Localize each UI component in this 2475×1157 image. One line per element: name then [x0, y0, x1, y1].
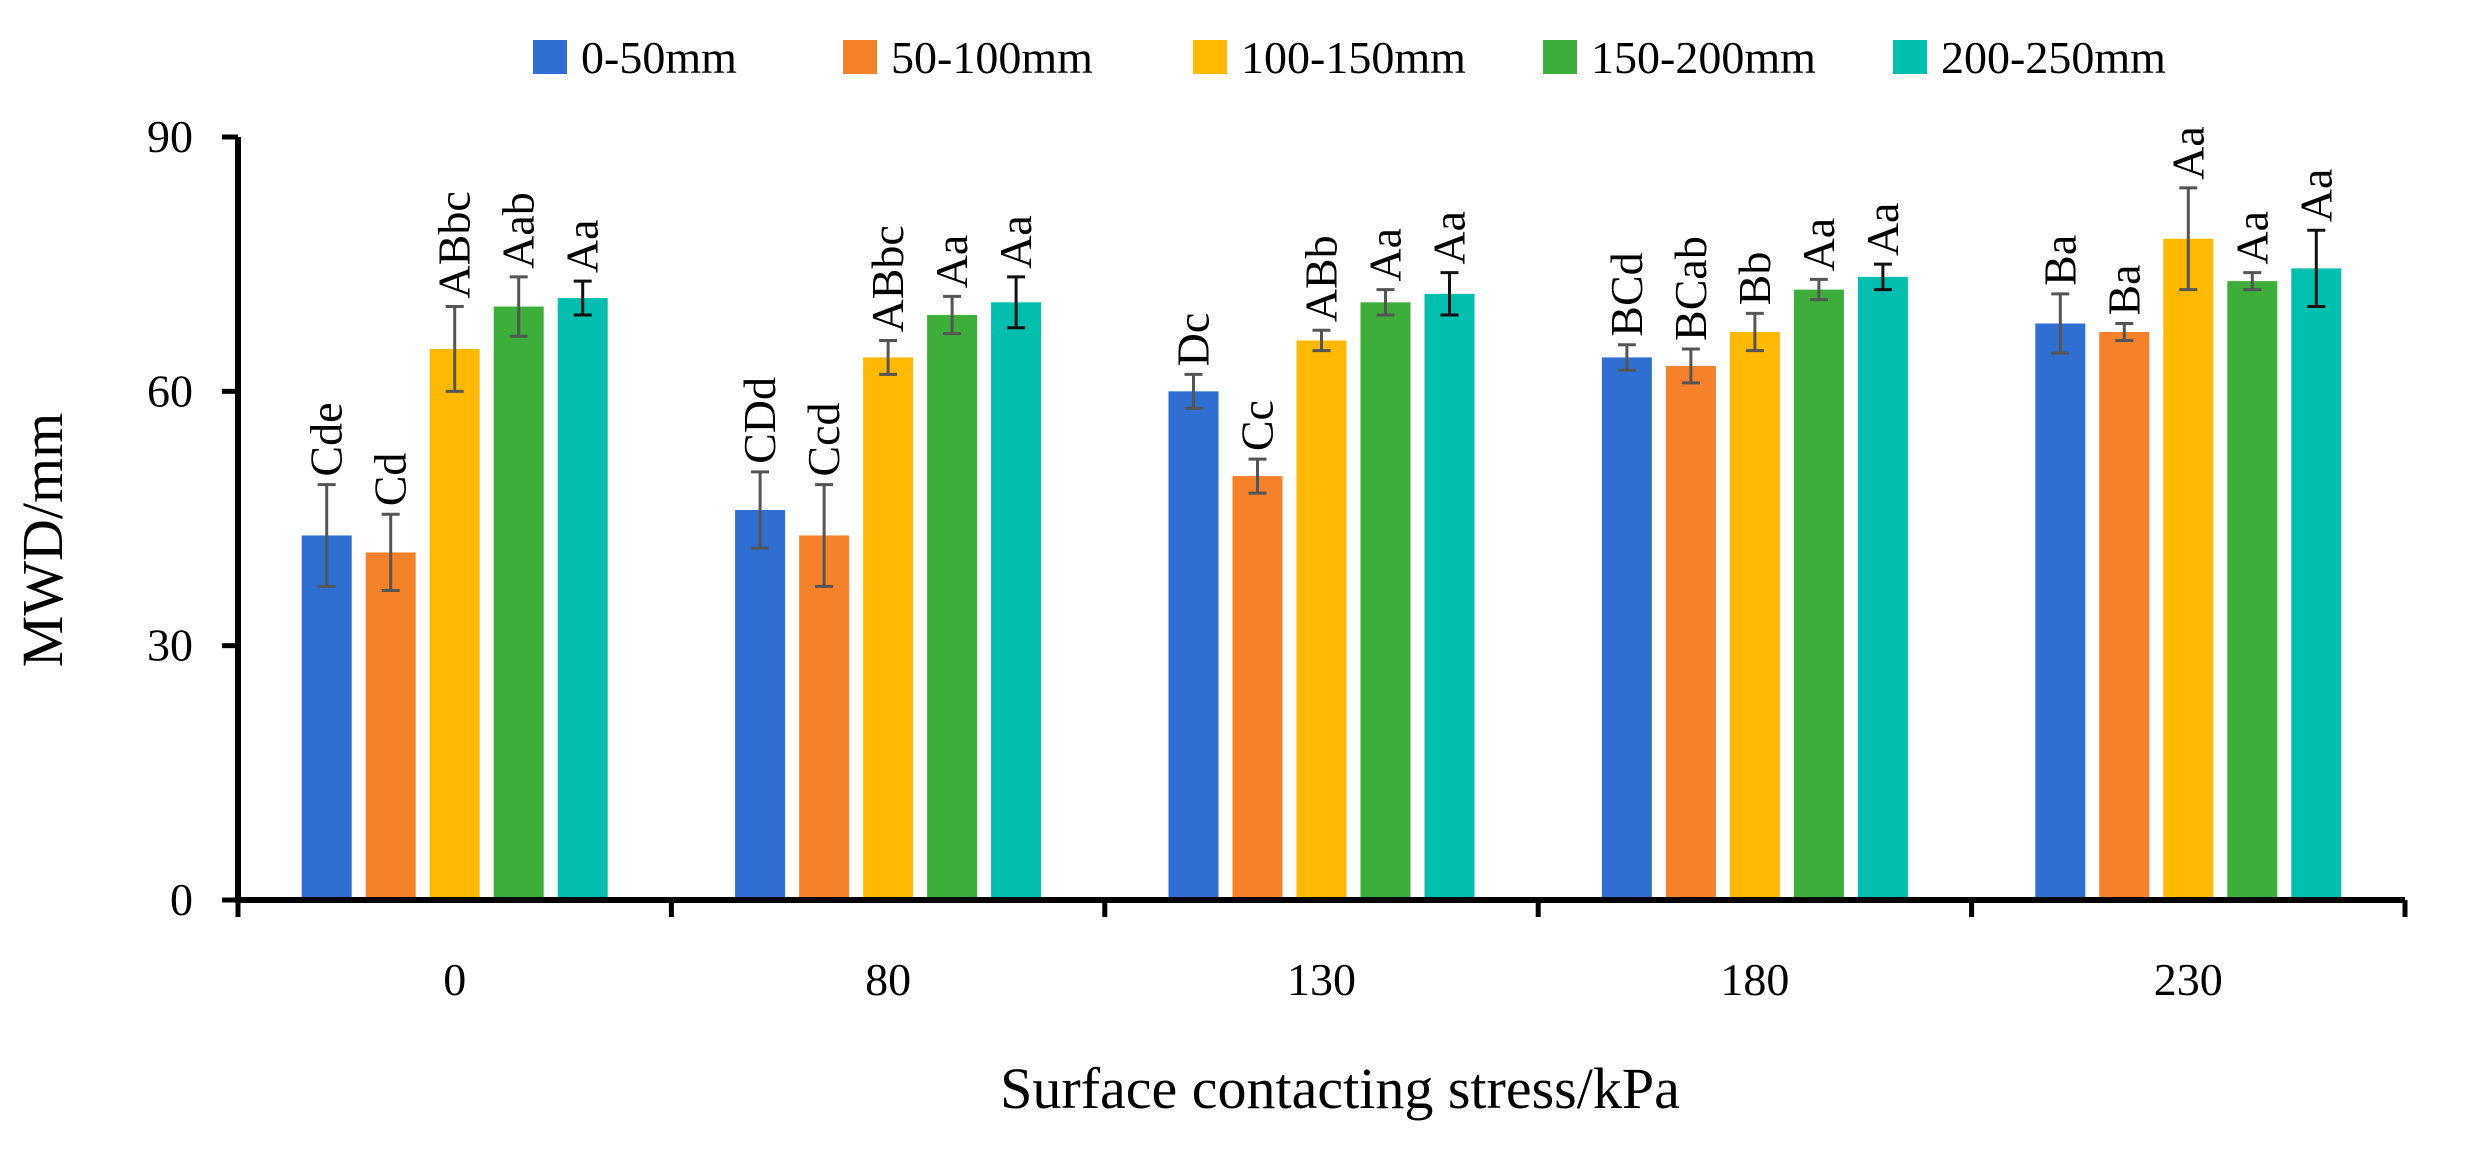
legend-swatch	[843, 40, 877, 74]
legend-label: 0-50mm	[581, 32, 737, 83]
significance-label: Aa	[1857, 203, 1908, 257]
x-tick-label: 0	[443, 954, 466, 1005]
legend: 0-50mm 50-100mm 100-150mm 150-200mm 200-250m…	[533, 32, 2166, 83]
bar-200-250mm-180	[1857, 276, 1908, 901]
bar-100-150mm-230	[2163, 238, 2214, 900]
y-tick-label: 0	[170, 874, 193, 925]
bar-0-50mm-230	[2035, 323, 2086, 900]
bar-100-150mm-0	[429, 348, 480, 900]
bars	[301, 238, 2342, 901]
x-tick-label: 180	[1720, 954, 1789, 1005]
bar-150-200mm-230	[2227, 281, 2278, 901]
x-axis-title: Surface contacting stress/kPa	[1000, 1056, 1680, 1121]
significance-label: Aa	[557, 219, 608, 273]
y-tick-label: 30	[147, 620, 193, 671]
bar-0-50mm-0	[301, 535, 352, 900]
bar-150-200mm-0	[493, 306, 544, 900]
bar-50-100mm-230	[2099, 331, 2150, 900]
error-bars	[317, 186, 2326, 593]
bar-50-100mm-0	[365, 552, 416, 900]
significance-label: Aa	[1424, 211, 1475, 265]
bar-50-100mm-180	[1665, 365, 1716, 900]
significance-label: Cde	[301, 402, 352, 476]
significance-label: Aa	[2226, 211, 2277, 265]
significance-label: Ba	[2034, 235, 2085, 286]
x-tick-label: 130	[1287, 954, 1356, 1005]
bar-0-50mm-80	[735, 510, 786, 900]
significance-label: ABbc	[862, 225, 913, 332]
bar-100-150mm-180	[1729, 331, 1780, 900]
legend-label: 200-250mm	[1941, 32, 2166, 83]
x-tick-label: 80	[865, 954, 911, 1005]
significance-label: Cc	[1232, 400, 1283, 451]
bar-200-250mm-130	[1424, 293, 1475, 901]
significance-label: Cd	[365, 453, 416, 507]
significance-label: Bb	[1729, 252, 1780, 306]
bar-0-50mm-180	[1601, 357, 1652, 900]
bar-50-100mm-80	[799, 535, 850, 900]
legend-label: 100-150mm	[1241, 32, 1466, 83]
significance-label: Ba	[2098, 264, 2149, 315]
significance-label: Aa	[1360, 228, 1411, 282]
bar-200-250mm-80	[991, 302, 1042, 901]
bar-100-150mm-130	[1296, 340, 1347, 900]
significance-label: Aa	[1793, 218, 1844, 272]
legend-swatch	[1193, 40, 1227, 74]
significance-label: Dc	[1168, 313, 1219, 367]
legend-label: 50-100mm	[891, 32, 1093, 83]
legend-label: 150-200mm	[1591, 32, 1816, 83]
bar-200-250mm-230	[2291, 268, 2342, 901]
bar-200-250mm-0	[557, 298, 608, 901]
legend-swatch	[533, 40, 567, 74]
significance-label: ABb	[1296, 235, 1347, 322]
significance-label: Aab	[493, 192, 544, 269]
legend-swatch	[1893, 40, 1927, 74]
y-axis-title: MWD/mm	[10, 413, 75, 668]
y-tick-label: 60	[147, 365, 193, 416]
significance-label: Aa	[2290, 169, 2341, 223]
bar-0-50mm-130	[1168, 391, 1219, 900]
bar-150-200mm-130	[1360, 302, 1411, 901]
y-tick-label: 90	[147, 111, 193, 162]
bar-50-100mm-130	[1232, 476, 1283, 900]
significance-label: BCd	[1601, 252, 1652, 336]
axes: 0 30 60 90 0 80 130 180 230	[147, 111, 2408, 1005]
bar-100-150mm-80	[863, 357, 914, 900]
significance-label: Aa	[990, 215, 1041, 269]
significance-label: Aa	[2162, 126, 2213, 180]
significance-label: BCab	[1665, 236, 1716, 341]
bar-150-200mm-180	[1793, 289, 1844, 901]
significance-label: CDd	[734, 377, 785, 464]
bar-150-200mm-80	[927, 315, 978, 900]
x-tick-label: 230	[2154, 954, 2223, 1005]
significance-label: ABbc	[429, 191, 480, 298]
significance-label: Ccd	[798, 402, 849, 476]
legend-swatch	[1543, 40, 1577, 74]
significance-label: Aa	[926, 235, 977, 289]
